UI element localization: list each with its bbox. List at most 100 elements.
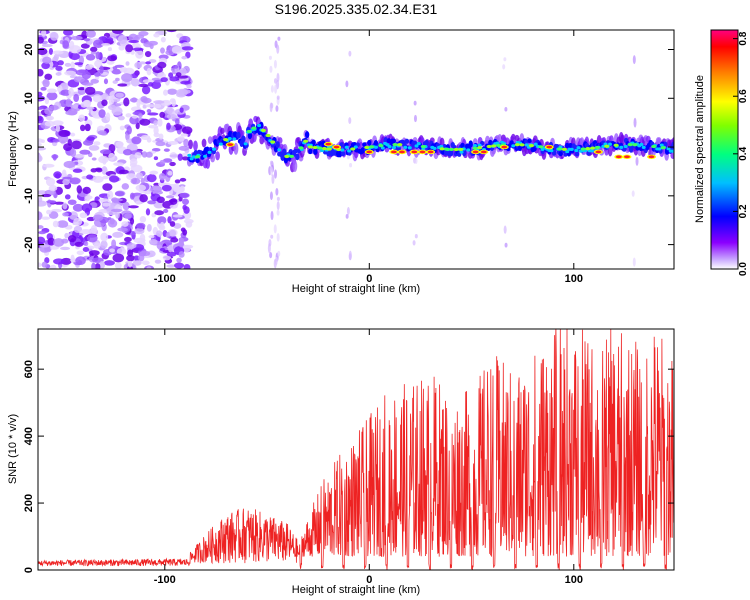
heatmap-cell — [74, 241, 84, 247]
heatmap-cell — [132, 47, 144, 51]
heatmap-cell — [670, 151, 674, 159]
heatmap-cell — [111, 239, 117, 249]
heatmap-cell — [167, 216, 172, 224]
heatmap-cell — [193, 150, 199, 156]
heatmap-cell — [632, 55, 636, 65]
heatmap-cell — [247, 132, 253, 140]
heatmap-cell — [69, 52, 80, 61]
heatmap-cell — [115, 77, 120, 82]
heatmap-cell — [420, 144, 426, 149]
heatmap-cell — [115, 92, 124, 98]
heatmap-cell — [613, 143, 619, 147]
heatmap-cell — [185, 221, 193, 228]
heatmap-cell — [177, 153, 183, 161]
heatmap-cell — [276, 233, 280, 242]
heatmap-cell — [141, 85, 151, 95]
heatmap-cell — [146, 137, 152, 143]
heatmap-cell — [57, 60, 64, 66]
heatmap-cell — [126, 254, 135, 262]
heatmap-cell — [276, 95, 280, 100]
heatmap-cell — [73, 225, 83, 234]
heatmap-cell — [166, 122, 171, 131]
heatmap-cell — [280, 153, 285, 161]
snr-plot: -100 0 100 0 200 400 600 Height of straight l… — [7, 328, 675, 596]
y-tick-label: -10 — [23, 188, 35, 204]
heatmap-cell — [561, 147, 567, 151]
heatmap-cell — [153, 33, 160, 38]
heatmap-cell — [631, 190, 635, 197]
heatmap-cell — [118, 45, 125, 51]
heatmap-cell — [157, 118, 163, 127]
heatmap-cell — [49, 31, 59, 41]
heatmap-cell — [140, 177, 145, 184]
heatmap-cell — [144, 50, 152, 58]
heatmap-cell — [90, 168, 98, 173]
heatmap-cell — [514, 143, 520, 147]
heatmap-cell — [121, 183, 130, 190]
heatmap-cell — [60, 89, 71, 96]
heatmap-cell — [99, 208, 107, 213]
heatmap-cell — [93, 242, 101, 249]
heatmap-cell — [100, 232, 109, 242]
heatmap-cell — [601, 144, 606, 149]
heatmap-cell — [147, 200, 156, 205]
heatmap-cell — [83, 38, 91, 42]
heatmap-cell — [504, 242, 508, 248]
heatmap-cell — [125, 113, 132, 118]
heatmap-cell — [407, 146, 412, 150]
heatmap-cell — [136, 172, 144, 180]
heatmap-cell — [275, 187, 279, 196]
heatmap-cell — [61, 169, 67, 177]
heatmap-cell — [574, 148, 579, 153]
heatmap-cell — [72, 168, 83, 173]
heatmap-cell — [112, 231, 124, 238]
heatmap-cell — [148, 239, 158, 245]
heatmap-cell — [274, 169, 278, 179]
heatmap-cell — [101, 99, 108, 107]
heatmap-cell — [491, 144, 497, 148]
heatmap-cell — [65, 110, 78, 116]
heatmap-cell — [73, 76, 85, 83]
heatmap-cell — [139, 250, 151, 257]
bottom-y-ticks: 0 200 400 600 — [23, 360, 674, 573]
heatmap-cell — [154, 259, 162, 264]
bottom-x-axis-label: Height of straight line (km) — [292, 584, 420, 596]
heatmap-cell — [111, 68, 122, 75]
heatmap-cell — [538, 145, 544, 149]
heatmap-cell — [284, 154, 290, 159]
heatmap-cell — [52, 50, 64, 55]
heatmap-cell — [651, 144, 657, 149]
heatmap-cell — [60, 246, 71, 251]
heatmap-cell — [112, 30, 124, 34]
heatmap-cell — [86, 30, 96, 38]
heatmap-cell — [97, 130, 107, 136]
heatmap-cell — [38, 196, 43, 203]
heatmap-cell — [169, 98, 176, 103]
heatmap-cell — [45, 115, 55, 121]
heatmap-cell — [607, 142, 612, 146]
bottom-y-axis-label: SNR (10 * v/v) — [7, 414, 19, 484]
heatmap-cell — [167, 170, 173, 176]
heatmap-cell — [178, 251, 185, 258]
heatmap-cell — [303, 139, 309, 143]
heatmap-cell — [112, 253, 125, 263]
heatmap-cell — [62, 176, 72, 180]
y-tick-label: -20 — [23, 237, 35, 253]
heatmap-cell — [227, 143, 234, 147]
heatmap-cell — [511, 144, 516, 148]
heatmap-cell — [179, 107, 184, 113]
heatmap-cell — [117, 227, 128, 232]
heatmap-cell — [527, 138, 532, 144]
y-tick-label: 600 — [23, 360, 35, 378]
heatmap-cell — [293, 148, 298, 154]
heatmap-cell — [362, 142, 367, 148]
heatmap-cell — [139, 233, 146, 242]
heatmap-cell — [39, 244, 50, 248]
heatmap-cell — [227, 137, 232, 141]
heatmap-cell — [458, 147, 464, 152]
heatmap-cell — [82, 246, 90, 253]
heatmap-cell — [139, 194, 148, 203]
heatmap-cell — [134, 61, 143, 69]
heatmap-cell — [126, 242, 137, 249]
heatmap-cell — [132, 260, 142, 266]
